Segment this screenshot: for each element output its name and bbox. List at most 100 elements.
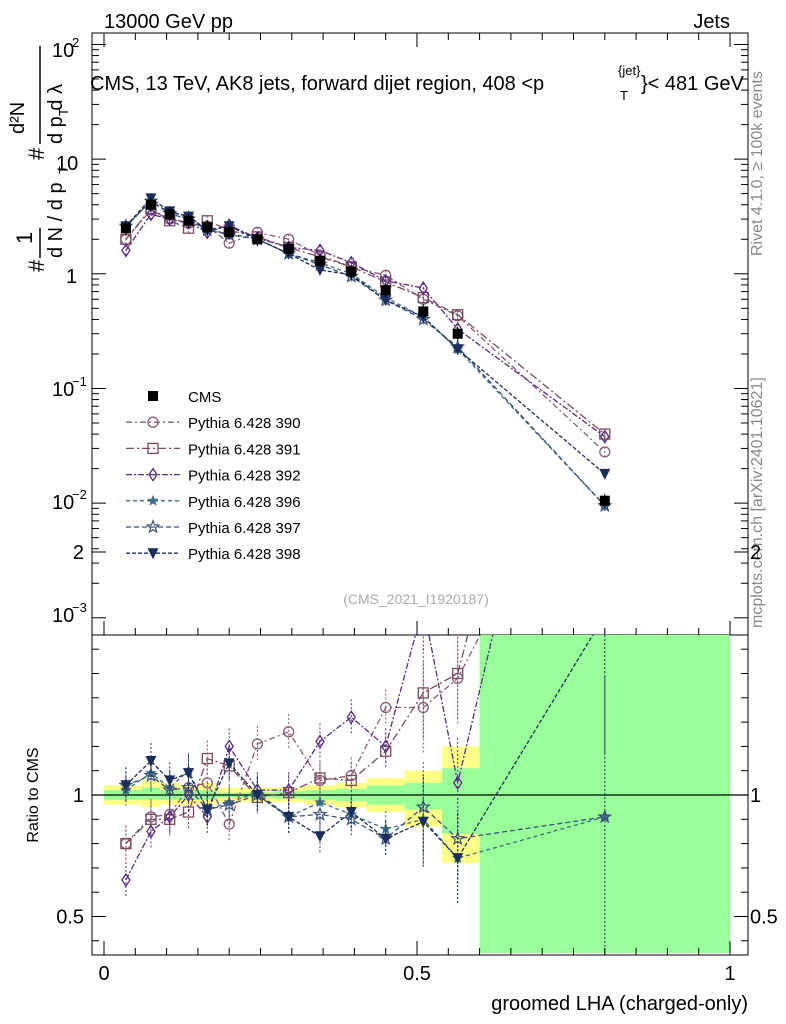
legend-entry-s398: Pythia 6.428 398 <box>126 546 301 563</box>
series-cms <box>120 197 610 508</box>
legend-entry-s392: Pythia 6.428 392 <box>126 467 301 485</box>
legend-entry-s390: Pythia 6.428 390 <box>126 415 301 432</box>
ratio-point-s390 <box>251 738 264 750</box>
cms-point <box>452 328 463 339</box>
legend: CMS Pythia 6.428 390 Pythia 6.428 391 Pythi… <box>126 389 301 563</box>
ratio-point-s391 <box>600 110 610 120</box>
ratio-ytick-label-right: 1 <box>750 785 761 807</box>
cms-point <box>346 266 357 277</box>
ratio-point-s398 <box>183 768 195 780</box>
ratio-point-s392 <box>315 734 325 749</box>
point-s398 <box>314 264 326 276</box>
ratio-point-s398 <box>417 816 429 828</box>
ratio-point-s398 <box>283 811 295 823</box>
legend-marker-s392 <box>148 467 158 482</box>
xtick-label: 0 <box>98 963 109 985</box>
ratio-point-s392 <box>601 157 609 169</box>
series-s396 <box>120 194 611 511</box>
legend-label-cms: CMS <box>188 389 221 406</box>
ytick-1: 1 <box>66 266 77 288</box>
ratio-point-s397 <box>143 767 159 783</box>
ratio-point-s398 <box>452 853 464 865</box>
ratio-point-s398 <box>223 758 235 770</box>
top-panel-content <box>118 193 613 513</box>
legend-label-s392: Pythia 6.428 392 <box>188 468 301 485</box>
axis-ticks: 0.5 0.5 1 1 2 2 0 0.5 1 <box>56 33 778 985</box>
line-s392 <box>125 213 606 438</box>
cms-point <box>380 285 391 296</box>
point-s392 <box>146 207 156 222</box>
ratio-point-s392 <box>224 739 234 754</box>
title-sup: {jet} <box>618 63 641 78</box>
cms-point <box>252 234 263 245</box>
point-s398 <box>380 295 392 307</box>
ratio-point-s392 <box>283 782 294 798</box>
legend-entry-s391: Pythia 6.428 391 <box>126 441 301 458</box>
plot-title: CMS, 13 TeV, AK8 jets, forward dijet reg… <box>90 63 745 103</box>
ratio-point-s392 <box>121 872 131 888</box>
legend-marker-s396 <box>147 494 159 506</box>
ratio-point-s397 <box>221 796 237 812</box>
ratio-y-title: Ratio to CMS <box>25 747 42 842</box>
ratio-point-s391 <box>345 774 357 787</box>
ratio-point-s392 <box>380 739 391 754</box>
uncertainty-band-green <box>141 787 161 800</box>
series-s397 <box>118 193 613 513</box>
ytick-1e-1-exp: −1 <box>72 374 87 389</box>
ratio-point-s396 <box>379 822 392 834</box>
y-title-sub-t2: T <box>56 108 71 116</box>
rivet-version: Rivet 4.1.0, ≥ 100k events <box>749 71 766 256</box>
point-s398 <box>452 344 464 356</box>
cms-point <box>120 223 131 234</box>
legend-marker-s391 <box>147 442 159 455</box>
legend-label-s391: Pythia 6.428 391 <box>188 441 301 458</box>
ytick-1e-3-exp: −3 <box>72 600 87 615</box>
ratio-point-s391 <box>417 687 429 699</box>
legend-label-s398: Pythia 6.428 398 <box>188 546 301 563</box>
ytick-1e-3: 10 <box>52 605 74 627</box>
point-s392 <box>121 243 131 258</box>
ratio-point-s396 <box>598 810 611 822</box>
ratio-point-s398 <box>345 807 357 819</box>
ratio-ytick-label-right: 2 <box>750 542 761 564</box>
ratio-point-s390 <box>283 726 295 738</box>
ratio-point-s398 <box>599 610 610 621</box>
title-main: CMS, 13 TeV, AK8 jets, forward dijet reg… <box>90 73 544 95</box>
ratio-point-s398 <box>164 775 176 787</box>
ratio-point-s390 <box>380 701 392 714</box>
ratio-point-s390 <box>201 777 213 789</box>
ratio-point-s398 <box>251 790 263 801</box>
ratio-point-s396 <box>223 796 236 808</box>
xtick-label: 0.5 <box>403 963 431 985</box>
ratio-point-s398 <box>201 804 213 816</box>
ytick-100-exp: 2 <box>72 35 79 50</box>
title-tail: }< 481 GeV <box>641 73 745 95</box>
series-s398 <box>120 193 611 480</box>
y-title-hash1: # <box>24 259 49 272</box>
ratio-point-s398 <box>314 831 326 843</box>
x-axis-title: groomed LHA (charged-only) <box>491 993 748 1015</box>
mcplots-credit: mcplots.cern.ch [arXiv:2401.10621] <box>749 377 766 628</box>
cms-point <box>599 495 610 506</box>
line-s397 <box>125 200 606 507</box>
point-s390 <box>599 446 611 458</box>
ytick-10: 10 <box>56 153 78 175</box>
ratio-ytick-label-left: 0.5 <box>56 907 84 929</box>
ratio-point-s398 <box>120 780 132 792</box>
line-s390 <box>125 209 606 453</box>
y-title-hash2: # <box>24 147 49 160</box>
ratio-point-s392 <box>164 809 175 825</box>
ratio-point-s392 <box>452 775 463 791</box>
ratio-point-s391 <box>201 752 213 765</box>
uncertainty-band-green <box>442 768 480 834</box>
ratio-line-s396 <box>125 769 605 859</box>
ratio-point-s392 <box>146 824 156 839</box>
ratio-line-s398 <box>125 635 594 860</box>
legend-label-s397: Pythia 6.428 397 <box>188 520 301 537</box>
legend-label-s390: Pythia 6.428 390 <box>188 415 301 432</box>
legend-marker-s390 <box>147 416 159 428</box>
cms-point <box>202 222 213 233</box>
title-sub: T <box>620 88 628 103</box>
ratio-ytick-label-right: 0.5 <box>750 907 778 929</box>
